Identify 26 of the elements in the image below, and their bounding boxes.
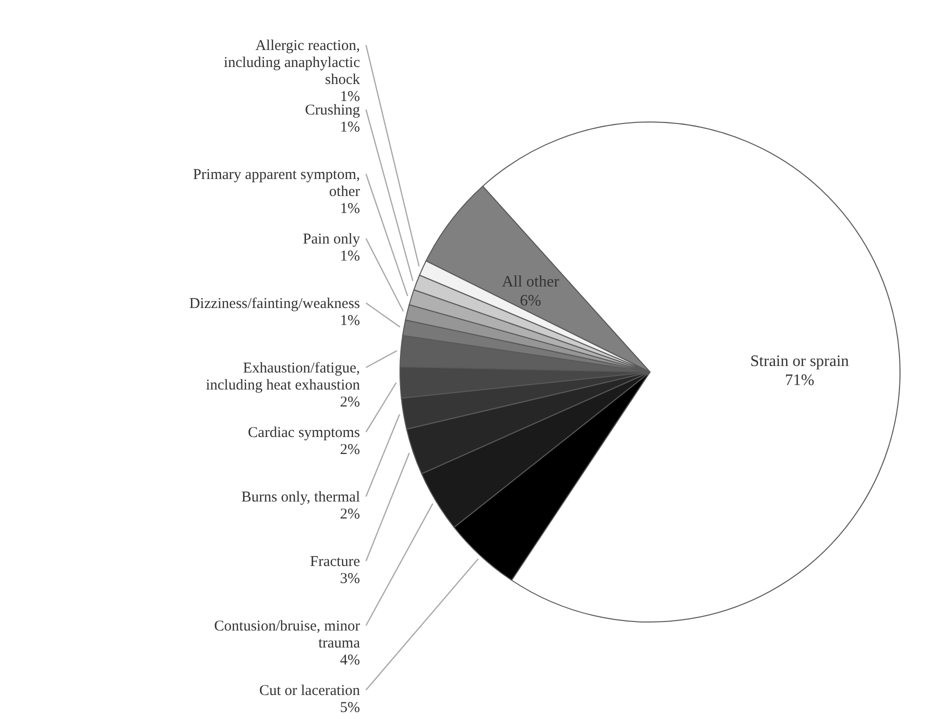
slice-label: Fracture <box>310 554 360 570</box>
slice-label: Exhaustion/fatigue, including heat exhaustion <box>206 360 360 394</box>
slice-label: Cardiac symptoms <box>248 425 360 441</box>
data-label: 1% <box>340 201 360 217</box>
slice-label: Burns only, thermal <box>241 490 360 506</box>
data-label: 5% <box>340 700 360 716</box>
data-label: 1% <box>340 313 360 329</box>
slice-label: All other <box>502 273 560 290</box>
data-label: 6% <box>520 292 542 310</box>
slice-label: Contusion/bruise, minor trauma <box>214 618 360 652</box>
slice-label: Pain only <box>302 232 360 248</box>
data-label: 2% <box>340 442 360 458</box>
slice-label: Dizziness/fainting/weakness <box>189 296 360 312</box>
data-label: 2% <box>340 394 360 410</box>
data-label: 1% <box>340 120 360 136</box>
data-label: 71% <box>784 372 814 390</box>
data-label: 2% <box>340 506 360 522</box>
data-label: 1% <box>340 248 360 264</box>
data-label: 4% <box>340 652 360 668</box>
slice-label: Crushing <box>304 102 360 118</box>
data-label: 3% <box>340 571 360 587</box>
data-label: 1% <box>340 89 360 105</box>
slice-label: Cut or laceration <box>259 683 360 699</box>
slice-label: Allergic reaction, including anaphylactic shock <box>224 38 360 88</box>
slice-label: Primary apparent symptom, other <box>192 167 360 200</box>
slice-label: Strain or sprain <box>750 353 849 370</box>
